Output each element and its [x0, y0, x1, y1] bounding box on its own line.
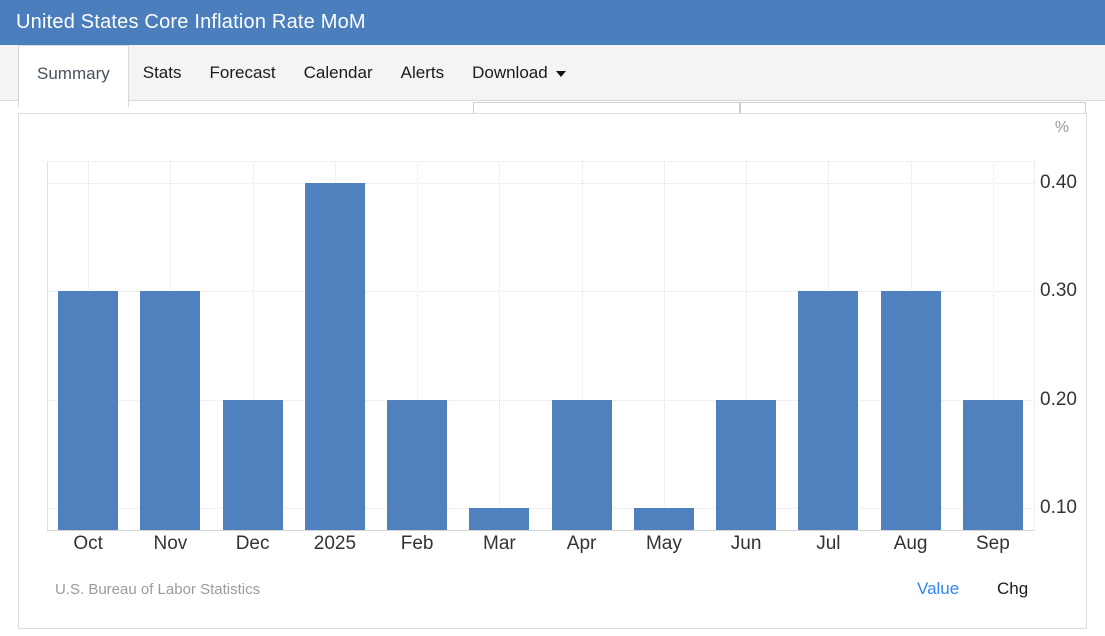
chg-toggle[interactable]: Chg	[997, 579, 1029, 598]
tab-summary[interactable]: Summary	[18, 45, 129, 107]
bar-may[interactable]	[633, 508, 694, 530]
tab-stats[interactable]: Stats	[129, 45, 196, 100]
tab-calendar[interactable]: Calendar	[290, 45, 387, 100]
tab-label: Calendar	[303, 63, 373, 82]
tab-label: Download	[472, 63, 548, 82]
source-attribution: U.S. Bureau of Labor Statistics	[55, 581, 261, 598]
partial-control-left[interactable]	[473, 102, 740, 113]
tab-label: Forecast	[209, 63, 276, 82]
tab-download[interactable]: Download	[458, 45, 580, 100]
partial-control-right[interactable]	[740, 102, 1086, 113]
value-toggle[interactable]: Value	[917, 579, 960, 598]
app-header: United States Core Inflation Rate MoM	[0, 0, 1105, 46]
bar-jul[interactable]	[798, 291, 859, 530]
tab-bar: Summary Stats Forecast Calendar Alerts Downlo…	[0, 45, 1105, 107]
bar-oct[interactable]	[58, 291, 119, 530]
tab-alerts[interactable]: Alerts	[387, 45, 458, 100]
bar-aug[interactable]	[880, 291, 941, 530]
bar-2025[interactable]	[304, 182, 365, 530]
tab-label: Stats	[142, 63, 182, 82]
bar-jun[interactable]	[716, 399, 777, 530]
caret-down-icon	[555, 70, 566, 77]
bar-nov[interactable]	[140, 291, 201, 530]
bar-feb[interactable]	[387, 399, 448, 530]
bar-sep[interactable]	[962, 399, 1023, 530]
bar-dec[interactable]	[222, 399, 283, 530]
page-title: United States Core Inflation Rate MoM	[16, 11, 366, 33]
tab-label: Alerts	[400, 63, 445, 82]
tab-label: Summary	[37, 64, 110, 83]
bar-apr[interactable]	[551, 399, 612, 530]
tab-forecast[interactable]: Forecast	[195, 45, 289, 100]
bar-mar[interactable]	[469, 508, 530, 530]
